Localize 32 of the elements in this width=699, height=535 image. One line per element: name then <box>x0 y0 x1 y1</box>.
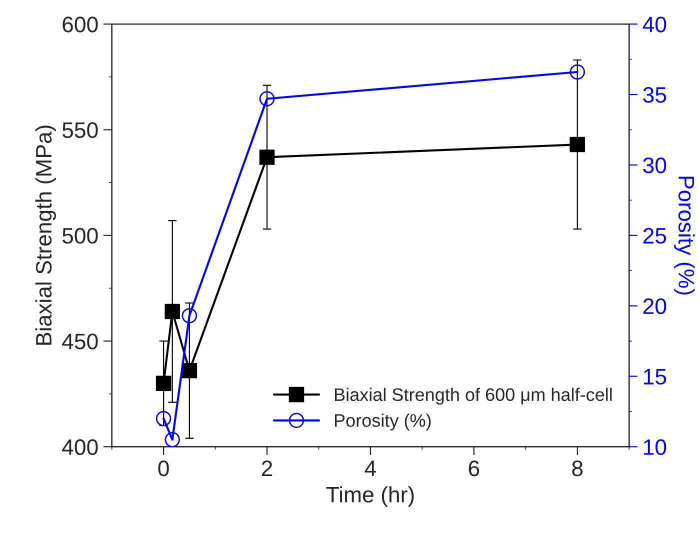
y-tick-label: 550 <box>62 122 98 138</box>
point <box>182 308 198 324</box>
y-tick-label: 450 <box>62 334 98 350</box>
point <box>570 64 586 80</box>
y-axis-title: Biaxial Strength (MPa) <box>35 126 56 345</box>
x-tick-label: 6 <box>468 460 480 476</box>
point <box>570 136 586 152</box>
y2-tick-label: 30 <box>643 157 666 174</box>
y2-tick-label: 25 <box>643 228 666 244</box>
point <box>259 150 275 165</box>
y2-tick-label: 10 <box>644 439 666 455</box>
x-tick-label: 0 <box>158 460 169 476</box>
y-tick-label: 600 <box>62 16 98 32</box>
y2-tick-label: 15 <box>644 369 666 385</box>
y-tick-label: 500 <box>62 228 98 244</box>
y2-axis-title: Porosity (%) <box>674 176 695 295</box>
point <box>156 410 172 426</box>
x-tick-label: 4 <box>364 460 376 476</box>
legend-label: Biaxial Strength of 600 μm half-cell <box>334 388 612 405</box>
point <box>156 376 172 391</box>
point <box>259 91 275 106</box>
x-tick-label: 8 <box>572 460 583 476</box>
x-tick-label: 2 <box>262 460 272 476</box>
y2-tick-label: 20 <box>643 298 666 314</box>
point <box>182 363 198 378</box>
point <box>164 432 180 447</box>
legend-label: Porosity (%) <box>334 414 431 430</box>
y2-tick-label: 35 <box>643 87 666 103</box>
x-axis-title: Time (hr) <box>326 486 414 507</box>
point <box>164 304 180 320</box>
y-tick-label: 400 <box>62 439 98 455</box>
y2-tick-label: 40 <box>642 16 666 32</box>
